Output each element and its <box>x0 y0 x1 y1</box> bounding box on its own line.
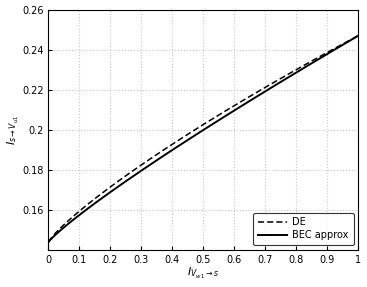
DE <box>356 34 361 37</box>
X-axis label: $I_{V_{w1} \rightarrow s}$: $I_{V_{w1} \rightarrow s}$ <box>187 266 219 282</box>
DE <box>349 38 353 41</box>
DE <box>300 64 305 68</box>
Legend: DE, BEC approx: DE, BEC approx <box>253 213 353 245</box>
DE <box>46 241 51 244</box>
DE <box>193 128 198 131</box>
DE <box>214 115 218 118</box>
BEC approx <box>231 110 235 113</box>
DE <box>195 126 200 130</box>
BEC approx <box>46 241 51 244</box>
BEC approx <box>193 133 198 137</box>
Line: BEC approx: BEC approx <box>48 36 359 242</box>
BEC approx <box>195 132 200 135</box>
DE <box>231 105 235 108</box>
BEC approx <box>349 38 353 42</box>
Line: DE: DE <box>48 36 359 242</box>
BEC approx <box>356 34 361 37</box>
Y-axis label: $I_{s \rightarrow V_{u1}}$: $I_{s \rightarrow V_{u1}}$ <box>6 115 21 145</box>
BEC approx <box>214 120 218 124</box>
BEC approx <box>300 67 305 71</box>
